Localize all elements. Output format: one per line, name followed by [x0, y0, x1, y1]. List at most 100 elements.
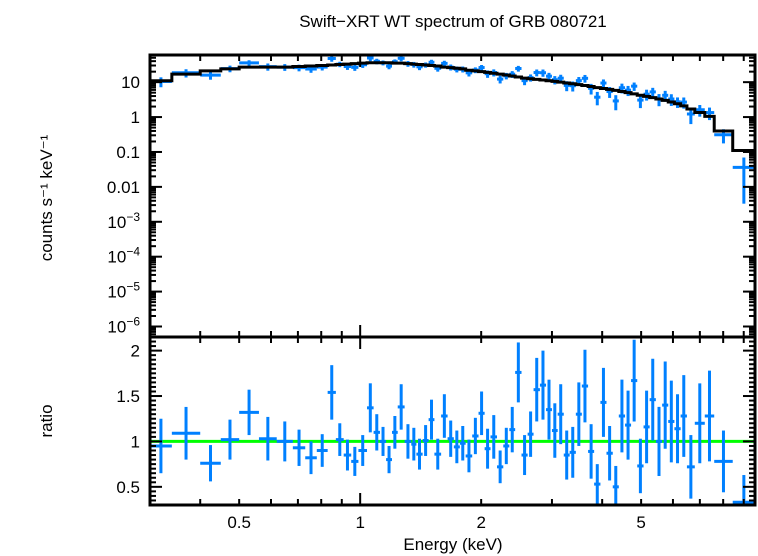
y-tick-label: 10−3 [107, 210, 140, 232]
ratio-data-point [416, 438, 423, 470]
spectrum-data-point [478, 65, 485, 71]
ratio-data-point [367, 383, 374, 433]
ratio-data-point [220, 419, 240, 460]
spectrum-data-point [581, 74, 589, 83]
ratio-data-point [515, 342, 522, 403]
ratio-data-point [588, 424, 595, 479]
ratio-data-point [539, 350, 547, 420]
spectrum-data-point [397, 55, 405, 62]
spectrum-data-point [327, 55, 336, 62]
y-tick-exponent: −3 [126, 210, 140, 224]
ratio-data-point [459, 425, 466, 461]
ratio-data-point [428, 399, 435, 440]
y-tick-label: 0.1 [116, 143, 140, 162]
spectrum-data-point [631, 82, 638, 91]
ratio-data-point [631, 339, 638, 422]
ratio-data-point [484, 428, 491, 469]
ratio-data-point [714, 430, 733, 493]
spectrum-panel [150, 55, 755, 204]
spectrum-data-point [497, 75, 504, 84]
ratio-data-point [557, 384, 564, 445]
ratio-panel-frame [148, 335, 757, 507]
ratio-data-point [674, 394, 681, 464]
ratio-data-point [276, 421, 293, 462]
ratio-data-point [662, 361, 669, 449]
ratio-data-point [171, 406, 201, 460]
spectrum-data-point [704, 107, 715, 121]
spectrum-data-point [539, 69, 547, 77]
spectrum-data-point [594, 91, 601, 106]
spectrum-data-point [239, 60, 259, 67]
energy-x-axis: 0.5 1 2 5 [149, 55, 745, 532]
y-tick-label: 1 [131, 108, 140, 127]
x-tick-label: 5 [636, 513, 645, 532]
ratio-data-point [404, 424, 412, 459]
ratio-data-point [649, 358, 656, 441]
ratio-data-point [551, 403, 558, 458]
ratio-data-point [441, 394, 448, 438]
ratio-data-point [478, 391, 485, 436]
ratio-data-point [606, 425, 613, 481]
ratio-y-tick-label: 1 [131, 432, 140, 451]
ratio-data-point [612, 465, 619, 505]
ratio-data-point [239, 389, 259, 436]
ratio-data-point [704, 370, 715, 462]
ratio-panel [150, 339, 755, 505]
y-tick-exponent: −6 [126, 314, 140, 328]
ratio-y-axis: 2 1.5 1 0.5 [116, 340, 755, 502]
spectrum-data-point [649, 87, 656, 98]
ratio-data-point [503, 427, 510, 465]
ratio-data-point [411, 427, 417, 461]
spectrum-data-point [533, 69, 540, 77]
ratio-data-point [618, 379, 626, 453]
ratio-y-tick-label: 0.5 [116, 478, 140, 497]
ratio-data-point [527, 411, 534, 457]
x-axis-label: Energy (keV) [403, 535, 502, 554]
ratio-data-point [465, 439, 473, 473]
x-tick-label: 2 [476, 513, 485, 532]
ratio-data-point [327, 365, 336, 420]
ratio-data-point [335, 423, 344, 456]
ratio-data-point [343, 439, 352, 471]
ratio-data-point [600, 367, 607, 437]
ratio-data-point [200, 445, 221, 482]
ratio-data-point [594, 464, 601, 505]
ratio-data-point [575, 382, 582, 446]
ratio-data-point [581, 349, 589, 423]
spectrum-data-point [200, 71, 221, 80]
spectrum-data-point [637, 94, 644, 109]
spectrum-data-point [732, 157, 755, 204]
spectrum-data-point [546, 72, 552, 81]
ratio-data-point [392, 416, 398, 449]
ratio-data-point [686, 435, 695, 499]
spectrum-data-point [386, 63, 392, 70]
y-tick-label: 10−5 [107, 280, 140, 302]
ratio-data-point [680, 375, 687, 457]
y-tick-exponent: −4 [126, 245, 140, 259]
spectrum-data-point [351, 64, 359, 71]
y-tick-label: 10−6 [107, 314, 140, 336]
ratio-data-point [694, 383, 705, 464]
ratio-data-point [292, 429, 306, 466]
y-tick-exponent: −5 [126, 280, 140, 294]
ratio-y-axis-label: ratio [37, 404, 56, 437]
y-tick-label: 10−4 [107, 245, 140, 267]
ratio-data-point [533, 357, 540, 422]
spectrum-data-point [515, 65, 522, 72]
ratio-data-point [643, 390, 650, 464]
ratio-data-point [316, 434, 328, 467]
ratio-data-point [358, 435, 368, 466]
ratio-data-point [453, 430, 460, 464]
ratio-data-point [258, 416, 277, 461]
ratio-data-point [655, 406, 663, 476]
ratio-data-point [386, 445, 392, 474]
ratio-y-tick-label: 2 [131, 342, 140, 361]
model-step-line [150, 61, 755, 153]
spectrum-data-point [694, 105, 705, 117]
ratio-data-point [351, 446, 359, 476]
spectrum-data-point [612, 95, 619, 111]
spectrum-data-point [600, 79, 607, 88]
x-tick-label: 1 [355, 513, 364, 532]
ratio-data-point [569, 426, 576, 478]
y-tick-label: 10 [121, 73, 140, 92]
